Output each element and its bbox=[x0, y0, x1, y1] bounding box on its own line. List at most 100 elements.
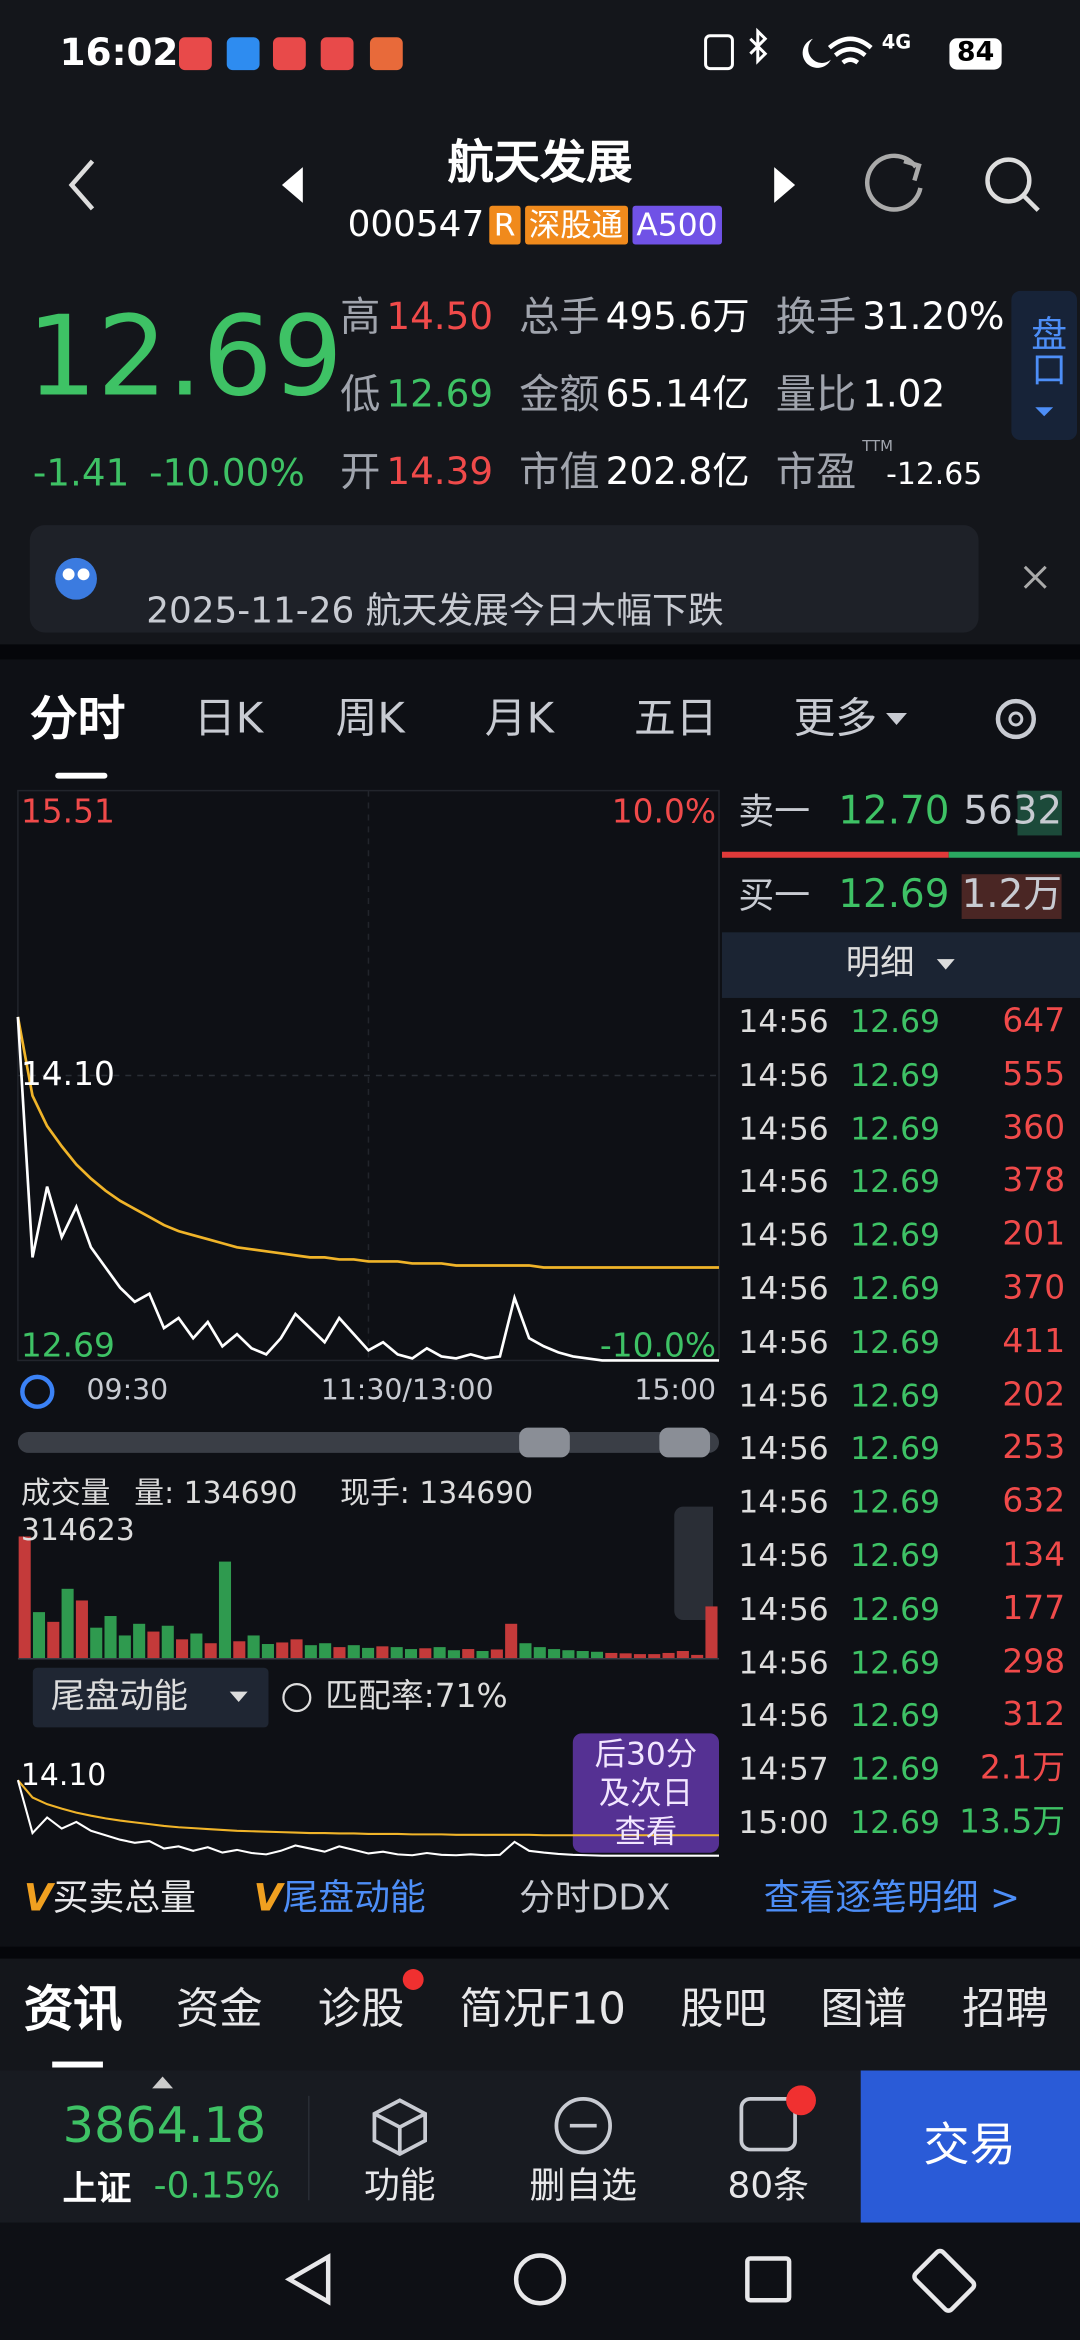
nfc-icon bbox=[704, 34, 734, 71]
tail-dropdown[interactable]: 尾盘动能 bbox=[50, 1677, 188, 1717]
chart-tab[interactable]: 月K bbox=[484, 693, 554, 743]
volume-bar bbox=[662, 1652, 675, 1659]
collapse-tab[interactable] bbox=[674, 1506, 714, 1621]
volume-bar bbox=[605, 1652, 618, 1659]
index-change[interactable]: -0.15% bbox=[153, 2164, 281, 2207]
volume-bar bbox=[691, 1654, 704, 1659]
price-line bbox=[16, 1016, 720, 1362]
trade-volume: 312 bbox=[1002, 1697, 1066, 1735]
trade-time: 14:56 bbox=[738, 1217, 829, 1254]
bottom-tab[interactable]: 股吧 bbox=[680, 1982, 767, 2034]
ask-volume: 5632 bbox=[963, 789, 1063, 836]
index-name[interactable]: 上证 bbox=[62, 2170, 132, 2209]
link-mark[interactable]: V bbox=[23, 1876, 53, 1920]
trade-price: 12.69 bbox=[850, 1377, 940, 1414]
trade-volume: 411 bbox=[1002, 1323, 1066, 1361]
volume-bar bbox=[75, 1600, 88, 1659]
stat-label: 量比 bbox=[775, 372, 857, 419]
trade-price: 12.69 bbox=[850, 1804, 940, 1841]
chart-tab[interactable]: 日K bbox=[193, 693, 264, 743]
promo-box[interactable] bbox=[572, 1733, 720, 1853]
notice-dot bbox=[786, 2085, 816, 2116]
volume-bar bbox=[505, 1623, 518, 1659]
side-tab-arrow bbox=[1035, 407, 1054, 417]
news-banner[interactable] bbox=[29, 525, 979, 633]
side-tab[interactable]: 盘口 bbox=[1024, 314, 1067, 387]
bid-volume: 1.2万 bbox=[961, 872, 1063, 919]
bid-price: 12.69 bbox=[838, 872, 950, 918]
divider bbox=[0, 1946, 1080, 1959]
trade-price: 12.69 bbox=[850, 1057, 940, 1094]
dropdown-arrow bbox=[229, 1691, 248, 1703]
search-handle bbox=[1021, 193, 1040, 212]
volume-bar bbox=[147, 1631, 160, 1659]
stat-value: 495.6万 bbox=[605, 294, 750, 339]
bottom-tab[interactable]: 资讯 bbox=[23, 1979, 123, 2038]
volume-bar bbox=[362, 1647, 375, 1659]
volume-bar bbox=[447, 1650, 460, 1659]
bottom-tab[interactable]: 简况F10 bbox=[459, 1982, 626, 2034]
volume-bar bbox=[519, 1643, 532, 1659]
trade-volume: 13.5万 bbox=[959, 1804, 1066, 1842]
tail-dropdown-bg[interactable] bbox=[32, 1667, 269, 1728]
stat-label: 换手 bbox=[775, 294, 857, 341]
promo-text[interactable]: 查看 bbox=[614, 1813, 678, 1850]
nav-recent bbox=[745, 2256, 792, 2303]
link[interactable]: 查看逐笔明细 > bbox=[763, 1876, 1020, 1919]
volume-bar bbox=[90, 1627, 103, 1659]
trade-price: 12.69 bbox=[850, 1164, 940, 1200]
search-icon bbox=[985, 157, 1032, 204]
bottom-tab[interactable]: 图谱 bbox=[820, 1982, 907, 2034]
chart-tab[interactable]: 分时 bbox=[29, 690, 126, 747]
trade-time: 14:56 bbox=[738, 1644, 829, 1681]
promo-text[interactable]: 及次日 bbox=[598, 1775, 693, 1811]
stat-value: 31.20% bbox=[862, 294, 1005, 339]
stat-value: -12.65 bbox=[886, 455, 983, 492]
low-label: 12.69 bbox=[20, 1328, 115, 1366]
volume-bar bbox=[32, 1612, 46, 1659]
footer-button[interactable]: 功能 bbox=[363, 2164, 436, 2207]
volume-bar bbox=[319, 1643, 332, 1659]
ask-label: 卖一 bbox=[738, 790, 811, 833]
trade-time: 14:56 bbox=[738, 1484, 829, 1521]
link[interactable]: 买卖总量 bbox=[52, 1876, 196, 1919]
info-icon bbox=[282, 1683, 312, 1713]
detail-header[interactable]: 明细 bbox=[845, 943, 915, 983]
trade-price: 12.69 bbox=[850, 1644, 940, 1681]
trade-time: 14:56 bbox=[738, 1270, 829, 1307]
news-icon-eye bbox=[77, 568, 90, 581]
bottom-tab[interactable]: 诊股 bbox=[317, 1982, 405, 2034]
app-icon bbox=[226, 37, 260, 71]
settings-icon-center bbox=[1008, 711, 1024, 727]
news-text[interactable]: 2025-11-26 航天发展今日大幅下跌 bbox=[146, 589, 724, 632]
chart-tab[interactable]: 更多 bbox=[793, 693, 878, 743]
trade-button[interactable] bbox=[860, 2070, 1080, 2223]
nav-back bbox=[284, 2253, 331, 2306]
volume-bar bbox=[190, 1633, 203, 1659]
volume-bar bbox=[133, 1623, 146, 1659]
stat-label: 市值 bbox=[519, 449, 600, 496]
link-mark[interactable]: V bbox=[253, 1876, 283, 1920]
footer-button[interactable]: 80条 bbox=[727, 2164, 809, 2207]
trade-volume: 201 bbox=[1002, 1216, 1066, 1254]
footer-button[interactable]: 删自选 bbox=[529, 2164, 637, 2207]
volume-bar bbox=[705, 1606, 718, 1659]
link[interactable]: 尾盘动能 bbox=[282, 1876, 426, 1919]
link[interactable]: 分时DDX bbox=[519, 1876, 671, 1919]
bottom-tab-underline bbox=[52, 2061, 103, 2068]
volume-bar bbox=[104, 1616, 117, 1659]
stat-value: 14.39 bbox=[386, 449, 494, 494]
match-rate: 匹配率:71% bbox=[325, 1678, 508, 1716]
chart-tab[interactable]: 周K bbox=[335, 693, 405, 743]
bottom-tab[interactable]: 招聘 bbox=[962, 1982, 1049, 2034]
chart-tab[interactable]: 五日 bbox=[633, 693, 718, 743]
notice-dot bbox=[402, 1969, 424, 1990]
trade-label[interactable]: 交易 bbox=[923, 2118, 1016, 2173]
promo-text[interactable]: 后30分 bbox=[594, 1736, 698, 1773]
bottom-tab[interactable]: 资金 bbox=[176, 1982, 263, 2034]
trade-time: 14:56 bbox=[738, 1164, 829, 1200]
trade-time: 14:57 bbox=[738, 1751, 829, 1788]
index-value[interactable]: 3864.18 bbox=[62, 2095, 267, 2155]
trade-price: 12.69 bbox=[850, 1751, 940, 1788]
tab-underline bbox=[55, 772, 108, 779]
